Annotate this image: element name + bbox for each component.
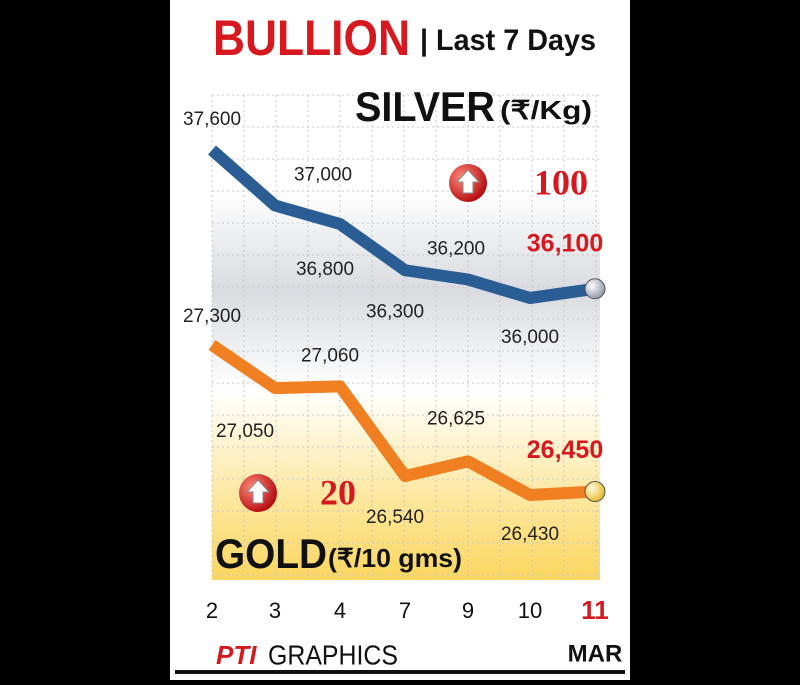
data-label: 36,200 (427, 239, 485, 260)
data-label: 26,625 (427, 408, 485, 429)
credit: GRAPHICS (268, 639, 398, 670)
x-tick-label: 2 (206, 598, 218, 623)
chart-subtitle: | Last 7 Days (420, 24, 596, 57)
series-unit: (₹/Kg) (500, 95, 592, 125)
change-value: 20 (320, 472, 356, 512)
end-marker (584, 481, 606, 503)
data-label: 26,540 (366, 507, 424, 528)
up-arrow (455, 169, 481, 194)
credit-logo: PTI (216, 640, 257, 670)
data-label: 26,450 (527, 436, 603, 464)
plot: 2 3 4 7 9 10 11 37,600 37,000 36,800 36,300 36,200 3… (183, 109, 609, 625)
data-label: 27,060 (301, 345, 359, 366)
data-label: 27,050 (216, 421, 274, 442)
silver-band (212, 190, 600, 390)
x-unit: MAR (568, 640, 623, 667)
series-unit: (₹/10 gms) (328, 543, 462, 573)
change-value: 100 (534, 162, 588, 202)
x-tick-label: 4 (334, 598, 346, 623)
data-label: 37,000 (294, 165, 352, 186)
end-marker (584, 278, 606, 300)
chart-title: BULLION (213, 10, 410, 66)
data-label: 27,300 (183, 306, 241, 327)
series-name: GOLD (215, 530, 327, 577)
data-label: 36,100 (527, 229, 603, 257)
series-line (208, 145, 596, 304)
x-tick-label: 11 (581, 595, 609, 625)
data-label: 37,600 (183, 109, 241, 130)
series-line (208, 340, 596, 501)
data-label: 36,800 (296, 259, 354, 280)
x-tick-label: 9 (462, 598, 474, 623)
x-tick-label: 3 (269, 598, 281, 623)
x-tick-label: 10 (518, 598, 542, 623)
series-name: SILVER (355, 83, 495, 130)
x-tick-label: 7 (399, 598, 411, 623)
data-label: 36,300 (366, 301, 424, 322)
up-arrow (245, 479, 271, 504)
gold-band (212, 390, 600, 580)
data-label: 36,000 (501, 327, 559, 348)
data-label: 26,430 (501, 524, 559, 545)
